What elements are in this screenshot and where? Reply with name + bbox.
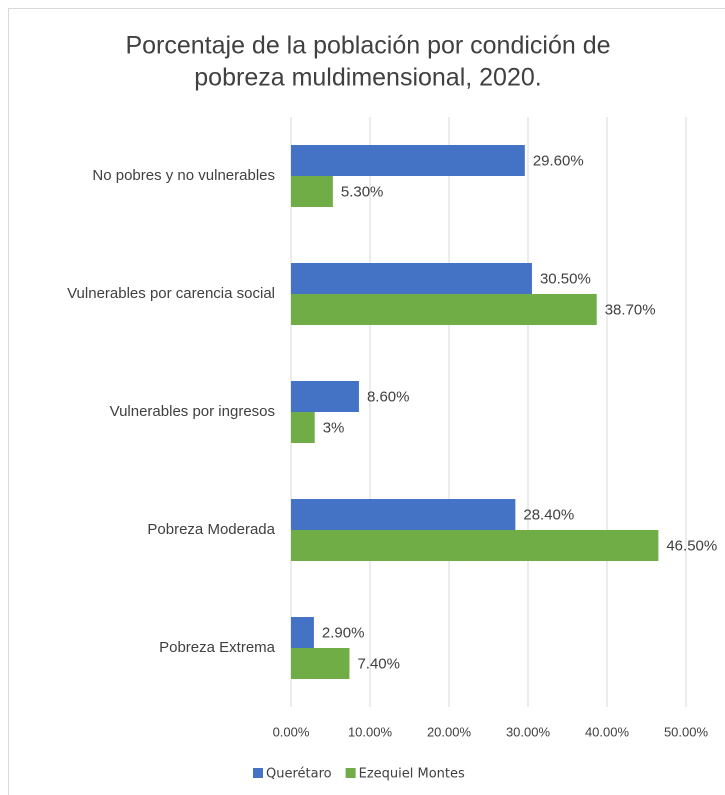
bar xyxy=(291,617,314,648)
data-label: 5.30% xyxy=(341,183,384,200)
bar xyxy=(291,530,659,561)
data-label: 3% xyxy=(323,419,345,436)
chart-title: Porcentaje de la población por condición… xyxy=(125,32,610,60)
x-tick-label: 10.00% xyxy=(348,724,393,739)
data-label: 7.40% xyxy=(357,655,400,672)
bar xyxy=(291,176,333,207)
data-label: 30.50% xyxy=(540,270,591,287)
bar xyxy=(291,381,359,412)
x-tick-label: 20.00% xyxy=(427,724,472,739)
x-tick-label: 0.00% xyxy=(273,724,310,739)
x-tick-label: 50.00% xyxy=(664,724,709,739)
legend-swatch xyxy=(253,768,263,778)
y-tick-label: Vulnerables por carencia social xyxy=(67,285,275,302)
bar xyxy=(291,499,516,530)
bar xyxy=(291,412,315,443)
data-label: 28.40% xyxy=(523,506,574,523)
data-label: 2.90% xyxy=(322,624,365,641)
data-label: 8.60% xyxy=(367,388,410,405)
y-tick-label: Pobreza Moderada xyxy=(147,521,275,538)
legend-label: Ezequiel Montes xyxy=(359,767,465,782)
data-label: 46.50% xyxy=(666,537,717,554)
bar xyxy=(291,294,597,325)
y-tick-label: No pobres y no vulnerables xyxy=(92,167,275,184)
bar xyxy=(291,263,532,294)
bar xyxy=(291,648,350,679)
data-label: 29.60% xyxy=(533,152,584,169)
y-tick-label: Vulnerables por ingresos xyxy=(110,403,275,420)
legend-swatch xyxy=(345,768,356,778)
chart-frame xyxy=(8,8,725,795)
legend-label: Querétaro xyxy=(266,767,332,782)
bar xyxy=(291,145,525,176)
data-label: 38.70% xyxy=(605,301,656,318)
x-tick-label: 30.00% xyxy=(506,724,551,739)
x-tick-label: 40.00% xyxy=(585,724,630,739)
y-tick-label: Pobreza Extrema xyxy=(159,639,276,656)
chart-title: pobreza muldimensional, 2020. xyxy=(194,64,541,92)
